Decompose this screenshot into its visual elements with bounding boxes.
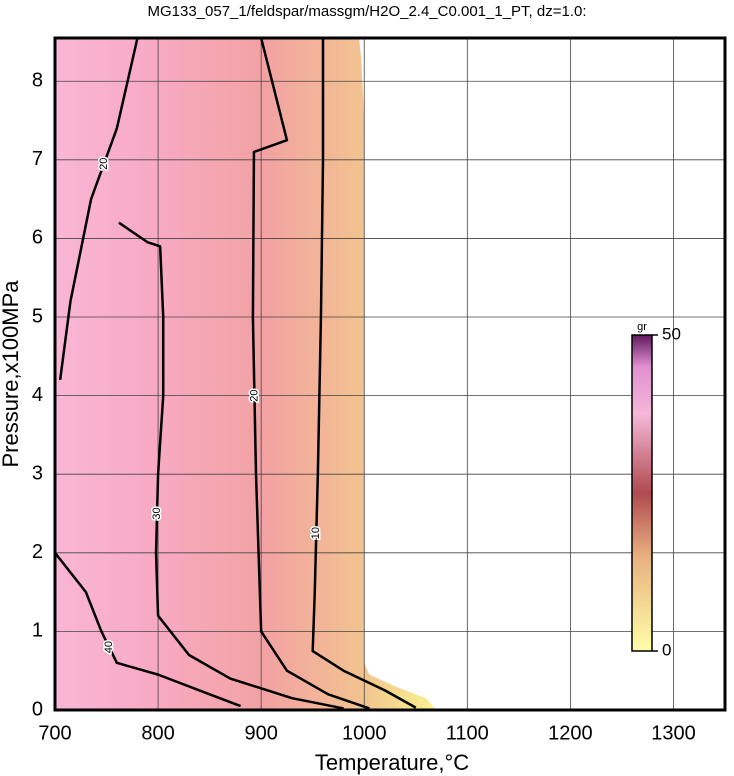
contour-label: 10	[310, 527, 322, 539]
x-tick-label: 700	[38, 722, 71, 744]
y-tick-label: 0	[32, 698, 43, 720]
x-axis-label: Temperature,°C	[315, 750, 469, 775]
x-tick-label: 1300	[651, 722, 696, 744]
y-tick-label: 8	[32, 70, 43, 92]
colorbar-tick-label: 0	[662, 640, 671, 659]
contour-line	[118, 221, 344, 710]
y-tick-label: 3	[32, 462, 43, 484]
x-tick-label: 1000	[342, 722, 387, 744]
contour-layer: 10 20 20 30 40	[54, 37, 417, 710]
x-tick-label: 1200	[548, 722, 593, 744]
contour-label: 30	[151, 507, 163, 519]
y-tick-label: 4	[32, 384, 43, 406]
field-layer	[55, 38, 437, 710]
contour-label: 20	[248, 389, 260, 401]
colorbar-label: gr	[637, 321, 647, 333]
x-tick-label: 1100	[446, 722, 489, 744]
contour-line	[251, 37, 370, 710]
colorbar	[631, 334, 653, 652]
y-tick-label: 7	[32, 148, 43, 170]
y-tick-label: 2	[32, 541, 43, 563]
colorbar-ticks: 0 50	[652, 324, 681, 659]
model-domain	[55, 38, 437, 710]
chart-title: MG133_057_1/feldspar/massgm/H2O_2.4_C0.0…	[147, 3, 586, 20]
contour-label: 20	[98, 158, 110, 170]
contour-line	[58, 37, 139, 381]
contour-line	[54, 552, 241, 708]
y-tick-label: 5	[32, 305, 43, 327]
y-tick-label: 6	[32, 227, 43, 249]
y-tick-label: 1	[32, 620, 43, 642]
x-tick-label: 900	[244, 722, 277, 744]
x-tick-label: 800	[141, 722, 174, 744]
contour-label: 40	[103, 641, 115, 653]
contour-line	[311, 38, 417, 709]
colorbar-tick-label: 50	[662, 324, 681, 343]
y-axis-label: Pressure,x100MPa	[0, 280, 23, 468]
plot-frame	[53, 36, 727, 712]
